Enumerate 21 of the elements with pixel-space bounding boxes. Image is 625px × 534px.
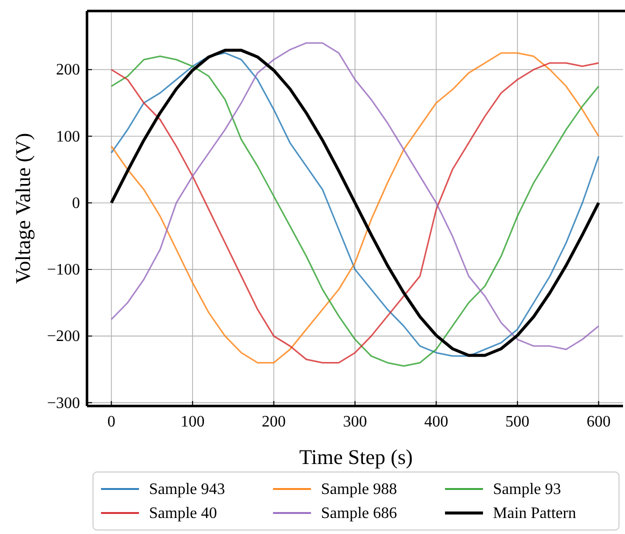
x-tick-label: 100 (180, 413, 205, 430)
x-tick-label: 200 (262, 413, 286, 430)
y-tick-label: −200 (46, 328, 80, 346)
x-tick-label: 600 (586, 413, 611, 430)
y-tick-label: −300 (46, 394, 80, 412)
y-axis-title: Voltage Value (V) (11, 133, 35, 284)
legend-label: Sample 943 (149, 481, 225, 498)
legend-label: Sample 686 (321, 505, 397, 522)
x-axis-title: Time Step (s) (299, 445, 413, 469)
x-tick-label: 0 (107, 413, 116, 430)
y-tick-label: 200 (56, 62, 80, 79)
y-tick-label: 100 (56, 128, 80, 146)
x-tick-label: 300 (343, 413, 367, 430)
y-tick-label: 0 (72, 194, 80, 212)
legend-label: Sample 93 (493, 481, 561, 498)
x-tick-label: 400 (424, 413, 448, 430)
y-tick-label: −100 (46, 262, 80, 279)
legend-label: Sample 988 (321, 481, 397, 498)
x-tick-label: 500 (505, 413, 530, 430)
legend-label: Sample 40 (149, 505, 217, 522)
legend-label: Main Pattern (493, 505, 576, 522)
